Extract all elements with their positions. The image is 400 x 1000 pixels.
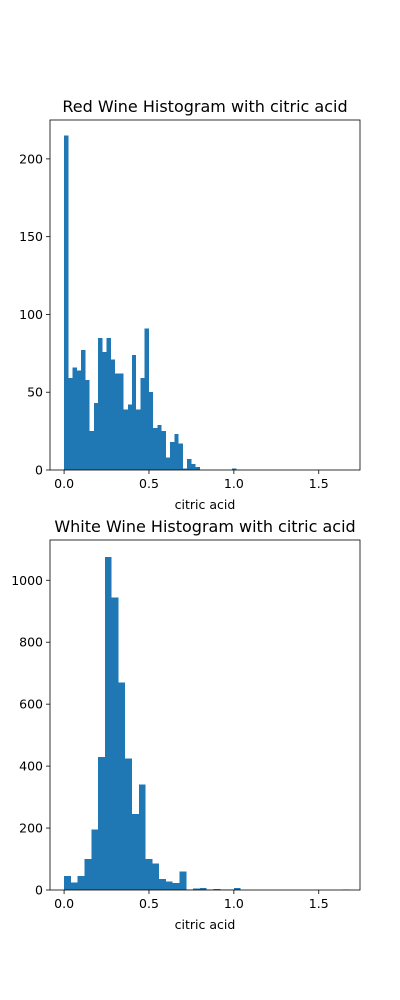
- y-tick-label: 1000: [11, 573, 43, 588]
- histogram-bar: [179, 871, 187, 890]
- histogram-bars: [64, 557, 350, 890]
- histogram-bar: [104, 557, 112, 890]
- histogram-bar: [145, 859, 153, 890]
- histogram-bar: [144, 328, 149, 470]
- y-axis-ticks: 0 50 100 150 200: [19, 151, 50, 478]
- histogram-bar: [140, 378, 145, 470]
- histogram-bar: [153, 428, 158, 470]
- histogram-bar: [84, 859, 92, 890]
- x-tick-label: 0.5: [139, 476, 159, 491]
- histogram-bar: [161, 431, 166, 470]
- axes-frame: [49, 539, 361, 891]
- histogram-bar: [68, 378, 73, 470]
- y-tick-label: 50: [27, 385, 43, 400]
- histogram-bar: [172, 883, 180, 890]
- histogram-bar: [98, 337, 103, 470]
- x-tick-label: 1.5: [309, 896, 329, 911]
- histogram-bar: [70, 882, 78, 890]
- histogram-bar: [131, 814, 139, 890]
- x-tick-label: 1.5: [309, 476, 329, 491]
- x-tick-label: 1.0: [224, 896, 244, 911]
- axes-frame: [49, 119, 361, 471]
- y-tick-label: 0: [35, 463, 43, 478]
- histogram-bar: [148, 392, 154, 470]
- y-tick-label: 200: [19, 151, 43, 166]
- histogram-bar: [123, 409, 128, 470]
- histogram-bar: [125, 758, 132, 890]
- red-wine-histogram: Red Wine Histogram with citric acid 0.0 0…: [19, 97, 361, 512]
- x-axis-label: citric acid: [175, 497, 236, 512]
- histogram-bar: [115, 373, 120, 470]
- histogram-bar: [191, 463, 196, 470]
- histogram-bar: [232, 468, 237, 470]
- x-tick-label: 0.5: [139, 896, 159, 911]
- y-tick-label: 100: [19, 307, 43, 322]
- histogram-bar: [157, 424, 162, 470]
- x-axis-label: citric acid: [175, 917, 236, 932]
- histogram-bar: [127, 404, 132, 470]
- histogram-bar: [64, 876, 71, 890]
- y-tick-label: 600: [19, 697, 43, 712]
- y-tick-label: 400: [19, 759, 43, 774]
- histogram-bars: [64, 135, 237, 471]
- y-tick-label: 800: [19, 635, 43, 650]
- histogram-bar: [152, 863, 160, 890]
- histogram-bar: [89, 431, 94, 470]
- histogram-bar: [138, 784, 146, 890]
- chart-title: White Wine Histogram with citric acid: [54, 517, 355, 536]
- histogram-bar: [187, 459, 192, 470]
- histogram-bar: [178, 443, 183, 470]
- histogram-bar: [131, 354, 137, 470]
- y-axis-ticks: 0 200 400 600 800 1000: [11, 573, 50, 898]
- x-tick-label: 0.0: [54, 896, 74, 911]
- x-tick-label: 1.0: [224, 476, 244, 491]
- histogram-bar: [159, 879, 166, 890]
- histogram-bar: [106, 337, 111, 470]
- histogram-bar: [85, 379, 90, 470]
- histogram-bar: [102, 351, 107, 470]
- histogram-bar: [64, 135, 69, 471]
- histogram-bar: [93, 403, 99, 470]
- histogram-bar: [174, 434, 179, 470]
- histogram-bar: [165, 457, 171, 470]
- histogram-bar: [72, 367, 77, 470]
- chart-title: Red Wine Histogram with citric acid: [62, 97, 347, 116]
- histogram-bar: [195, 466, 200, 470]
- histogram-bar: [233, 888, 241, 890]
- histogram-bar: [81, 350, 86, 470]
- histogram-bar: [213, 889, 221, 890]
- histogram-bar: [77, 876, 85, 890]
- histogram-bar: [165, 881, 173, 890]
- histogram-bar: [170, 442, 175, 470]
- histogram-bar: [91, 829, 99, 890]
- y-tick-label: 200: [19, 821, 43, 836]
- histogram-bar: [110, 359, 116, 470]
- y-tick-label: 150: [19, 229, 43, 244]
- x-axis-ticks: 0.0 0.5 1.0 1.5: [54, 890, 329, 911]
- histogram-bar: [111, 597, 119, 890]
- x-tick-label: 0.0: [54, 476, 74, 491]
- histogram-bar: [136, 409, 141, 470]
- white-wine-histogram: White Wine Histogram with citric acid 0.…: [11, 517, 361, 932]
- x-axis-ticks: 0.0 0.5 1.0 1.5: [54, 470, 329, 491]
- histogram-bar: [182, 468, 188, 470]
- histogram-bar: [98, 756, 105, 890]
- histogram-bar: [76, 370, 82, 470]
- histogram-bar: [118, 682, 126, 890]
- histogram-bar: [193, 888, 200, 890]
- histogram-bar: [119, 373, 124, 470]
- histogram-bar: [199, 888, 207, 890]
- y-tick-label: 0: [35, 883, 43, 898]
